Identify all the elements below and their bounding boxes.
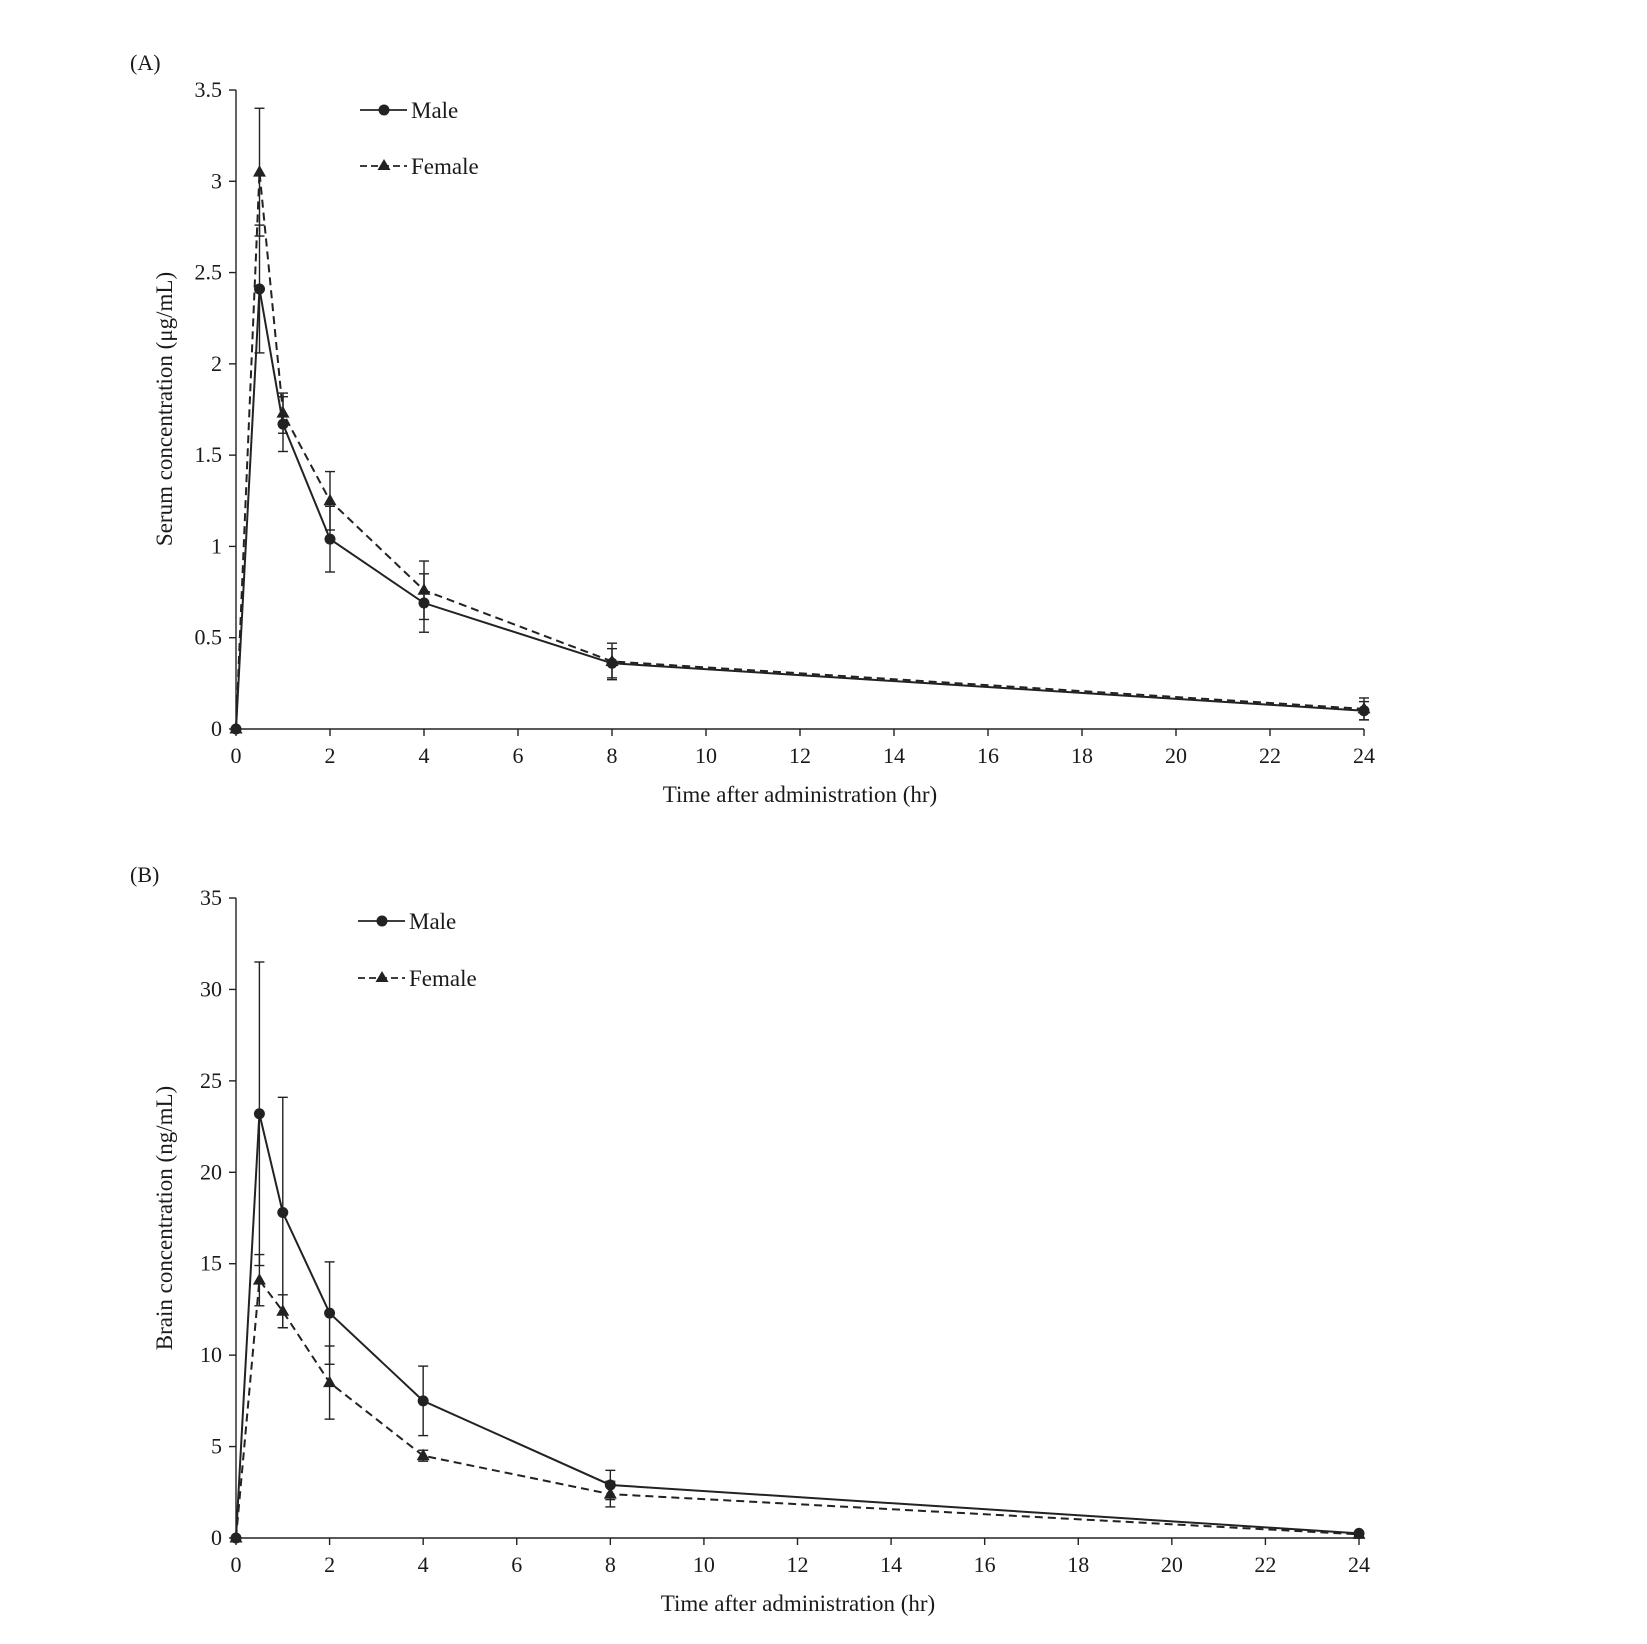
x-tick-label: 16 (977, 743, 999, 768)
y-axis-title: Brain concentration (ng/mL) (152, 1086, 177, 1350)
y-tick-label: 15 (200, 1251, 222, 1276)
panel-label: (B) (130, 862, 159, 887)
y-tick-label: 25 (200, 1068, 222, 1093)
y-tick-label: 10 (200, 1342, 222, 1367)
x-tick-label: 4 (418, 1552, 429, 1577)
data-point-male (417, 1395, 429, 1407)
legend-female-marker (375, 971, 389, 982)
data-point-female (605, 654, 619, 666)
y-tick-label: 2.5 (195, 260, 223, 285)
x-tick-label: 0 (231, 743, 242, 768)
x-tick-label: 0 (231, 1552, 242, 1577)
x-tick-label: 14 (883, 743, 905, 768)
y-axis-title: Serum concentration (μg/mL) (152, 272, 177, 546)
chart-panel-a: (A) 00.511.522.533.50 2 4 6 8 10 12 14 16 18 20 22 2… (130, 50, 1375, 807)
legend-female-label: Female (409, 966, 477, 991)
legend-male-label: Male (409, 909, 456, 934)
data-point-male (277, 1207, 289, 1219)
data-point-male (253, 1108, 265, 1120)
series-line-female (235, 1277, 1360, 1539)
x-tick-label: 6 (511, 1552, 522, 1577)
x-tick-label: 8 (605, 1552, 616, 1577)
legend-male-marker (376, 915, 388, 927)
x-tick-label: 24 (1353, 743, 1375, 768)
data-point-female (253, 165, 266, 177)
y-tick-label: 5 (211, 1434, 222, 1459)
data-point-female (229, 722, 243, 734)
x-tick-label: 18 (1071, 743, 1093, 768)
data-point-female (417, 583, 431, 595)
panel-label: (A) (130, 50, 161, 75)
x-tick-label: 24 (1348, 1552, 1370, 1577)
data-point-male (324, 1307, 336, 1319)
x-tick-label: 16 (974, 1552, 996, 1577)
data-point-female (323, 493, 337, 506)
x-tick-label: 22 (1254, 1552, 1276, 1577)
data-point-female (276, 406, 290, 418)
legend-female-marker (377, 159, 391, 170)
x-tick-label: 22 (1259, 743, 1281, 768)
legend: Male Female (358, 909, 477, 991)
x-tick-label: 10 (695, 743, 717, 768)
y-tick-label: 1.5 (195, 442, 223, 467)
series-line-male (235, 288, 1365, 730)
y-tick-label: 3.5 (195, 77, 223, 102)
x-tick-label: 14 (880, 1552, 902, 1577)
x-tick-label: 2 (324, 1552, 335, 1577)
x-tick-label: 8 (607, 743, 618, 768)
data-point-female (323, 1375, 337, 1388)
data-point-female (603, 1487, 617, 1499)
legend: Male Female (360, 98, 479, 179)
legend-male-marker (378, 104, 390, 116)
x-tick-label: 10 (693, 1552, 715, 1577)
y-tick-label: 0.5 (195, 625, 223, 650)
data-point-female (416, 1448, 430, 1461)
data-point-female (276, 1304, 290, 1316)
y-tick-label: 0 (211, 1525, 222, 1550)
x-tick-label: 20 (1161, 1552, 1183, 1577)
y-tick-label: 20 (200, 1159, 222, 1184)
y-tick-label: 35 (200, 885, 222, 910)
x-tick-label: 4 (419, 743, 430, 768)
x-tick-label: 12 (787, 1552, 809, 1577)
data-point-male (254, 283, 265, 295)
x-tick-label: 20 (1165, 743, 1187, 768)
series-male (230, 961, 1365, 1544)
x-tick-label: 2 (325, 743, 336, 768)
data-point-female (1357, 701, 1371, 714)
y-tick-label: 2 (211, 351, 222, 376)
legend-male-label: Male (411, 98, 458, 123)
y-tick-label: 0 (211, 716, 222, 741)
series-line-female (235, 172, 1365, 730)
series-line-male (235, 1113, 1360, 1539)
data-point-male (324, 533, 336, 545)
series-male (230, 224, 1370, 735)
legend-female-label: Female (411, 154, 479, 179)
x-tick-label: 12 (789, 743, 811, 768)
series-female (229, 107, 1371, 734)
data-point-female (252, 1273, 266, 1285)
y-tick-label: 1 (211, 533, 222, 558)
y-tick-label: 3 (211, 168, 222, 193)
series-female (229, 1253, 1366, 1543)
data-point-female (229, 1531, 243, 1543)
data-point-female (1352, 1527, 1366, 1539)
y-tick-label: 30 (200, 976, 222, 1001)
x-tick-label: 6 (513, 743, 524, 768)
x-axis-title: Time after administration (hr) (663, 782, 937, 807)
x-axis-title: Time after administration (hr) (661, 1591, 935, 1616)
x-tick-label: 18 (1067, 1552, 1089, 1577)
